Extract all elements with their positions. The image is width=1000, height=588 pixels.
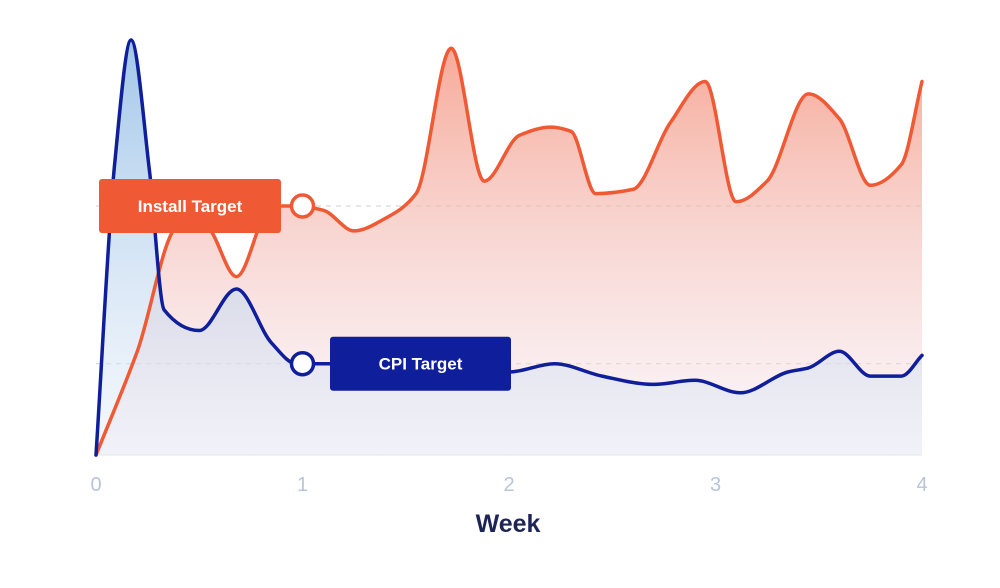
cpi_target-label-box [330, 336, 511, 391]
install_target-marker [289, 193, 316, 219]
install_target-label: Install Target [138, 197, 243, 216]
x-axis-title: Week [476, 510, 541, 538]
x-tick-label-4: 4 [916, 474, 927, 496]
plot-area [94, 38, 924, 457]
cpi_target-label: CPI Target [379, 355, 463, 374]
x-tick-label-3: 3 [710, 474, 721, 496]
install-line [94, 46, 924, 457]
cpi_target-marker [289, 350, 316, 377]
x-tick-label-0: 0 [90, 474, 101, 496]
x-axis: 0 1 2 3 4 [90, 474, 927, 496]
x-tick-label-2: 2 [503, 474, 514, 496]
target-callouts: Install Target CPI Target [99, 179, 511, 391]
install_target-label-box [99, 179, 281, 233]
cpi_target-callout: CPI Target [289, 336, 511, 391]
install_target-callout: Install Target [99, 179, 316, 233]
x-tick-label-1: 1 [297, 474, 308, 496]
